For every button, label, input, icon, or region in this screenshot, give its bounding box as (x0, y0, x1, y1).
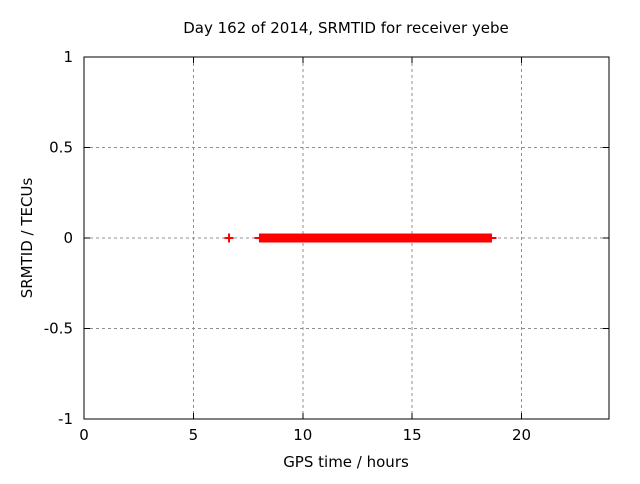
data-point-plus-marker (228, 233, 231, 243)
x-tick-label: 20 (512, 426, 531, 444)
y-tick-label: 0 (63, 229, 73, 247)
data-series-layer (224, 233, 497, 243)
y-axis-label: SRMTID / TECUs (18, 178, 36, 299)
data-band-arms (254, 237, 497, 239)
y-tick-label: -1 (58, 410, 73, 428)
x-tick-label: 5 (189, 426, 199, 444)
x-tick-label: 15 (403, 426, 422, 444)
axes-layer: 0 5 10 15 20 -1 -0.5 0 0.5 1 (44, 48, 610, 444)
y-tick-label: 1 (63, 48, 73, 66)
chart-title: Day 162 of 2014, SRMTID for receiver yeb… (183, 19, 509, 37)
x-tick-label: 0 (79, 426, 89, 444)
y-tick-label: -0.5 (44, 320, 73, 338)
x-axis-label: GPS time / hours (283, 453, 409, 471)
x-tick-label: 10 (293, 426, 312, 444)
y-tick-label: 0.5 (49, 139, 73, 157)
